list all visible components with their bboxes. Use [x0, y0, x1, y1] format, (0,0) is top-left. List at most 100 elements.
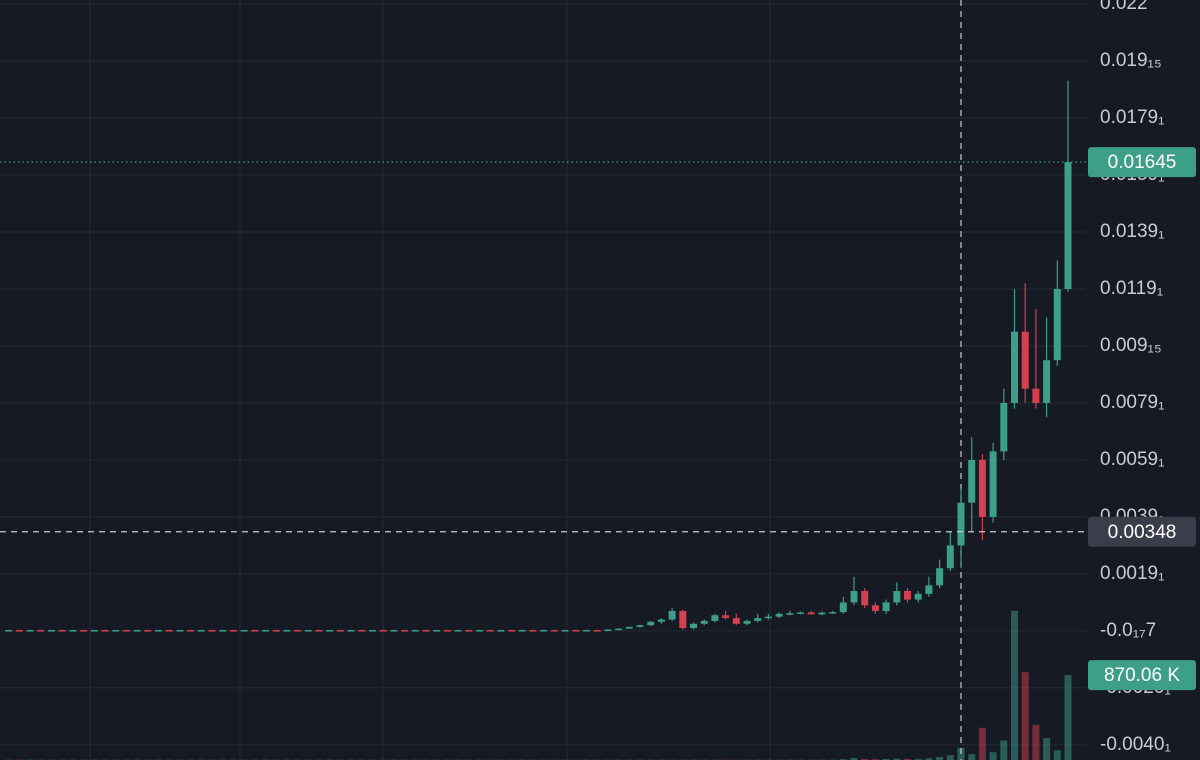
time-grid	[89, 0, 771, 760]
volume-bar	[946, 755, 954, 760]
candle-body	[476, 630, 483, 632]
candle-body	[262, 630, 269, 632]
candle-body	[155, 630, 162, 632]
candle-body	[369, 630, 376, 632]
candle-body	[219, 630, 227, 632]
crosshair-price-tag-bg	[1088, 516, 1196, 547]
volume-bar	[893, 758, 901, 760]
candle-body	[112, 630, 120, 632]
candle-body	[422, 630, 430, 632]
y-tick-label: 0.0059₁	[1100, 449, 1165, 470]
candle-body	[786, 613, 794, 615]
candle-body	[978, 459, 986, 517]
candle-body	[1011, 331, 1018, 403]
candle-body	[229, 630, 237, 632]
candle-body	[989, 451, 997, 517]
candle-body	[657, 619, 665, 622]
volume-bar	[968, 754, 976, 760]
candle-body	[465, 630, 473, 632]
candle-body	[326, 630, 334, 632]
candle-body	[518, 630, 526, 632]
last-price-tag: 0.01645	[1108, 152, 1177, 173]
candle-body	[690, 623, 697, 629]
y-tick-label: -0.0040₁	[1100, 734, 1171, 755]
candle-body	[5, 630, 13, 632]
y-tick-label: 0.0019₁	[1100, 563, 1165, 584]
candle-body	[144, 630, 152, 632]
candle-body	[336, 630, 344, 632]
y-tick-label: 0.0179₁	[1100, 107, 1165, 128]
volume-bar	[936, 757, 944, 760]
candle-body	[251, 630, 259, 632]
candle-body	[540, 630, 548, 632]
volume-bar	[1032, 724, 1040, 760]
candle-body	[358, 630, 366, 632]
candle-body	[101, 630, 109, 632]
candle-body	[486, 630, 494, 632]
volume-bar	[1043, 738, 1051, 760]
volume-bar	[1011, 610, 1018, 760]
candle-body	[133, 630, 141, 632]
volume-bar	[978, 727, 986, 760]
candle-body	[615, 628, 623, 631]
candle-body	[187, 630, 195, 632]
candle-body	[604, 629, 612, 631]
candle-body	[1053, 288, 1061, 361]
candle-body	[882, 602, 890, 611]
candle-body	[829, 612, 837, 614]
y-tick-label: -0.0₁₇7	[1100, 620, 1156, 641]
volume-bar	[850, 758, 858, 760]
y-tick-label: 0.0119₁	[1100, 278, 1163, 299]
candle-body	[925, 585, 933, 594]
candle-body	[636, 625, 644, 627]
candle-body	[1032, 388, 1040, 403]
candle-body	[754, 618, 762, 621]
candles	[5, 80, 1072, 632]
volume-bar	[1021, 672, 1029, 760]
candle-body	[572, 630, 580, 632]
candle-body	[315, 630, 323, 632]
candle-body	[272, 630, 280, 632]
candle-body	[583, 630, 590, 632]
candle-body	[1064, 162, 1072, 289]
candle-body	[936, 568, 944, 586]
candle-body	[497, 630, 505, 632]
candle-body	[839, 602, 847, 613]
candle-body	[722, 615, 730, 619]
candle-body	[443, 630, 451, 632]
candle-body	[176, 630, 184, 632]
candle-body	[1000, 402, 1008, 452]
candle-body	[208, 630, 216, 632]
candle-body	[283, 630, 291, 632]
candle-body	[304, 630, 312, 632]
y-tick-label: 0.009₁₅	[1100, 335, 1162, 356]
y-tick-label: 0.019₁₅	[1100, 50, 1162, 71]
candle-body	[775, 613, 783, 617]
volume-tag-bg	[1088, 660, 1196, 691]
candle-body	[764, 616, 772, 619]
y-tick-label: 0.022	[1100, 0, 1148, 14]
candle-body	[946, 545, 954, 569]
candle-body	[454, 630, 462, 632]
candle-body	[625, 626, 633, 629]
candle-body	[80, 630, 88, 632]
candle-body	[1043, 360, 1051, 403]
candle-body	[711, 615, 719, 621]
candle-body	[390, 630, 398, 632]
volume-bar	[1053, 750, 1061, 760]
candle-body	[379, 630, 387, 632]
candle-body	[914, 593, 922, 600]
candle-body	[861, 591, 869, 606]
volume-bar	[925, 758, 933, 760]
candle-body	[411, 630, 419, 632]
candle-body	[197, 630, 205, 632]
candle-body	[893, 591, 901, 603]
y-tick-label: 0.0079₁	[1100, 392, 1165, 413]
volume-bar	[914, 758, 922, 760]
y-tick-label: 0.0139₁	[1100, 221, 1165, 242]
candle-body	[15, 630, 23, 632]
candle-body	[850, 591, 858, 603]
candle-body	[957, 502, 965, 546]
